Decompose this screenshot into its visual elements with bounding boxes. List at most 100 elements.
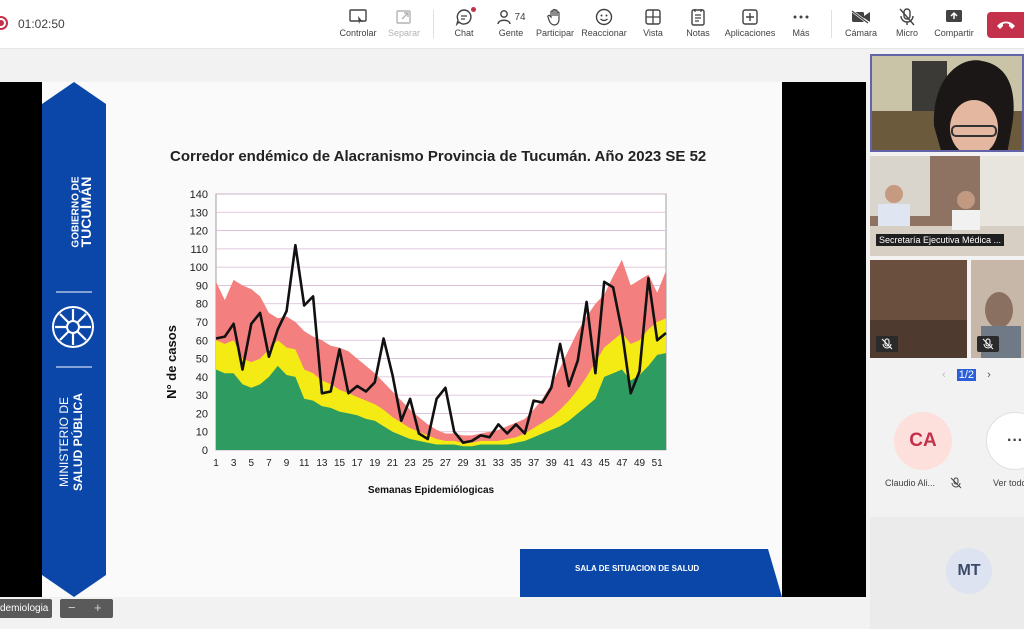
- x-tick-label: 41: [563, 458, 575, 469]
- sunburst-logo-icon: [52, 306, 94, 348]
- x-tick-label: 23: [405, 458, 417, 469]
- room-tile-caption: Secretaría Ejecutiva Médica ...: [876, 234, 1005, 246]
- video-tile-speaker[interactable]: [870, 54, 1024, 152]
- x-tick-label: 39: [546, 458, 558, 469]
- unread-badge: [471, 7, 476, 12]
- zoom-out-button[interactable]: −: [68, 600, 76, 615]
- x-tick-label: 21: [387, 458, 399, 469]
- shared-slide: GOBIERNO DE TUCUMÁN MINISTERIO DE SALUD …: [42, 82, 782, 597]
- speaker-video-frame: [872, 56, 1022, 150]
- video-tile-4[interactable]: [971, 260, 1024, 358]
- people-label: Gente: [498, 28, 524, 38]
- control-button[interactable]: Controlar: [338, 6, 378, 44]
- notes-button[interactable]: Notas: [684, 6, 712, 44]
- more-icon: ···: [1007, 432, 1023, 449]
- view-label: Vista: [643, 28, 663, 38]
- smile-icon: [595, 6, 613, 28]
- popout-button[interactable]: Separar: [385, 6, 423, 44]
- more-icon: [793, 6, 809, 28]
- x-tick-label: 47: [616, 458, 628, 469]
- x-tick-label: 31: [475, 458, 487, 469]
- raise-hand-icon: [547, 6, 563, 28]
- recording-icon: [0, 16, 8, 30]
- apps-button[interactable]: Aplicaciones: [724, 6, 776, 44]
- cases-2023-line: [215, 243, 667, 445]
- share-button[interactable]: Compartir: [932, 6, 976, 44]
- hang-up-icon: [997, 21, 1015, 29]
- y-tick-label: 30: [196, 390, 208, 402]
- raise-hand-label: Participar: [535, 28, 574, 38]
- y-tick-label: 110: [190, 244, 208, 256]
- notes-icon: [691, 6, 705, 28]
- control-label: Controlar: [339, 28, 377, 38]
- chat-button[interactable]: Chat: [447, 6, 481, 44]
- react-button[interactable]: Reaccionar: [581, 6, 627, 44]
- y-tick-label: 60: [196, 335, 208, 347]
- presentation-tab[interactable]: demiologia: [0, 599, 53, 618]
- meeting-toolbar: 01:02:50 Controlar Separar Chat 74 Gente: [0, 0, 1024, 49]
- page-indicator: 1/2: [956, 369, 977, 381]
- x-tick-label: 29: [457, 458, 469, 469]
- camera-button[interactable]: Cámara: [843, 6, 879, 44]
- x-tick-label: 11: [299, 458, 310, 469]
- y-axis-label: N° de casos: [164, 325, 179, 399]
- y-tick-label: 50: [196, 354, 208, 366]
- video-tile-3[interactable]: [870, 260, 967, 358]
- y-tick-label: 140: [190, 189, 208, 201]
- x-tick-label: 3: [231, 458, 237, 469]
- y-tick-label: 80: [196, 299, 208, 311]
- more-label: Más: [792, 28, 810, 38]
- next-page-icon[interactable]: ›: [987, 369, 991, 381]
- x-tick-label: 49: [634, 458, 646, 469]
- view-button[interactable]: Vista: [640, 6, 666, 44]
- share-icon: [945, 6, 963, 28]
- gobierno-line2: TUCUMÁN: [78, 176, 94, 248]
- chat-label: Chat: [454, 28, 474, 38]
- y-tick-label: 130: [190, 207, 208, 219]
- grid-view-icon: [645, 6, 661, 28]
- control-icon: [349, 6, 367, 28]
- participant-avatar-ca[interactable]: CA: [894, 412, 952, 470]
- x-tick-label: 1: [213, 458, 219, 469]
- sala-banner: [520, 549, 782, 597]
- mic-off-icon: [899, 6, 915, 28]
- add-apps-icon: [742, 6, 758, 28]
- participant-avatar-mt[interactable]: MT: [946, 548, 992, 594]
- video-tile-room[interactable]: Secretaría Ejecutiva Médica ...: [870, 156, 1024, 256]
- notes-label: Notas: [686, 28, 710, 38]
- mic-button[interactable]: Micro: [893, 6, 921, 44]
- zoom-in-button[interactable]: +: [94, 600, 102, 615]
- x-tick-label: 15: [334, 458, 346, 469]
- people-count: 74: [514, 11, 526, 23]
- sala-label: SALA DE SITUACION DE SALUD: [575, 564, 700, 573]
- y-tick-label: 0: [202, 445, 208, 457]
- mic-off-icon: [950, 477, 962, 489]
- more-button[interactable]: Más: [788, 6, 814, 44]
- muted-badge: [876, 336, 898, 352]
- gallery-pager: ‹ 1/2 ›: [942, 369, 991, 381]
- y-tick-label: 70: [196, 317, 208, 329]
- x-tick-label: 51: [652, 458, 664, 469]
- x-tick-label: 19: [369, 458, 381, 469]
- chat-icon: [455, 6, 476, 28]
- view-all-button[interactable]: ···: [986, 412, 1024, 470]
- x-tick-label: 7: [266, 458, 272, 469]
- corridor-area-1: [216, 353, 666, 450]
- y-tick-label: 90: [196, 280, 208, 292]
- x-tick-label: 5: [249, 458, 255, 469]
- camera-off-icon: [851, 6, 871, 28]
- y-tick-label: 20: [196, 408, 208, 420]
- raise-hand-button[interactable]: Participar: [535, 6, 575, 44]
- x-tick-label: 25: [422, 458, 434, 469]
- popout-label: Separar: [387, 28, 421, 38]
- x-tick-label: 45: [599, 458, 611, 469]
- gobierno-logo-text: GOBIERNO DE TUCUMÁN: [56, 142, 95, 292]
- y-tick-label: 40: [196, 372, 208, 384]
- toolbar-divider: [831, 10, 832, 38]
- leave-button[interactable]: [987, 12, 1024, 38]
- camera-label: Cámara: [844, 28, 877, 38]
- x-tick-label: 37: [528, 458, 540, 469]
- people-button[interactable]: 74 Gente: [493, 6, 529, 44]
- y-tick-label: 100: [190, 262, 208, 274]
- prev-page-icon[interactable]: ‹: [942, 369, 946, 381]
